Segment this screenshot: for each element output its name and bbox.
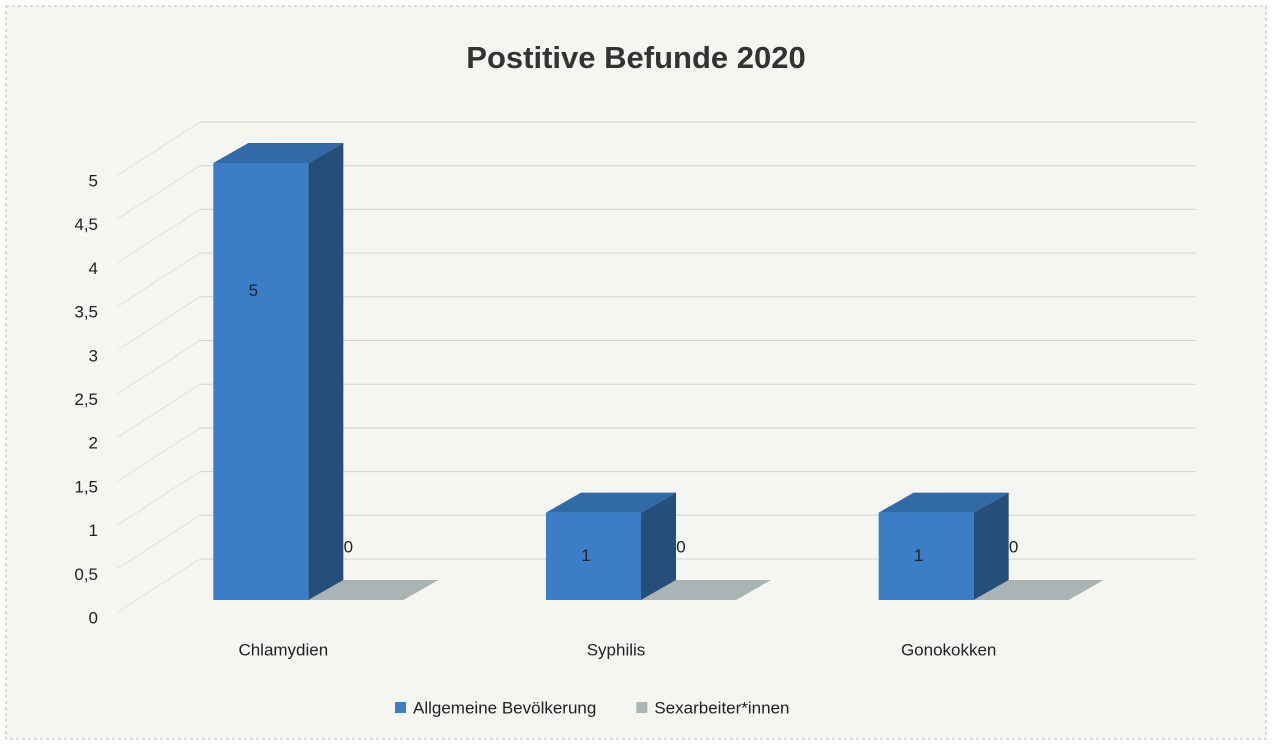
- chart-title: Postitive Befunde 2020: [466, 40, 805, 75]
- bar-floor: [973, 580, 1104, 600]
- y-tick-label: 1: [89, 521, 98, 540]
- y-tick-label: 2: [89, 434, 98, 453]
- bar: [213, 163, 309, 600]
- x-tick-label: Gonokokken: [901, 640, 996, 659]
- bar-side: [308, 143, 344, 600]
- value-label: 0: [344, 537, 353, 556]
- grid-skew: [117, 165, 201, 220]
- grid-skew: [117, 427, 201, 482]
- grid-skew: [117, 514, 201, 569]
- grid-skew: [117, 296, 201, 351]
- legend-swatch: [636, 702, 648, 713]
- legend-swatch: [395, 702, 406, 713]
- grid-skew: [117, 471, 201, 526]
- grid-skew: [117, 558, 201, 613]
- bar-top: [546, 492, 676, 513]
- legend-label: Sexarbeiter*innen: [654, 698, 789, 717]
- y-tick-label: 3: [89, 346, 98, 365]
- value-label: 1: [581, 546, 590, 565]
- bar: [546, 512, 641, 600]
- chart-frame: [5, 5, 1267, 740]
- x-tick-label: Chlamydien: [238, 640, 328, 659]
- grid-skew: [117, 383, 201, 438]
- grid-skew: [117, 340, 201, 394]
- bar-floor: [308, 580, 439, 600]
- value-label: 5: [249, 281, 258, 300]
- legend-label: Allgemeine Bevölkerung: [413, 698, 596, 717]
- bar-side: [973, 492, 1009, 600]
- grid-skew: [117, 252, 201, 307]
- grid-skew: [117, 121, 201, 176]
- y-tick-label: 1,5: [74, 477, 98, 496]
- y-tick-label: 0,5: [74, 565, 98, 584]
- value-label: 0: [676, 537, 685, 556]
- y-tick-label: 0: [89, 608, 98, 627]
- y-tick-label: 5: [89, 171, 98, 190]
- bar-floor: [641, 580, 771, 600]
- bar-top: [878, 492, 1009, 513]
- value-label: 1: [914, 546, 923, 565]
- bar: [878, 512, 974, 600]
- y-tick-label: 3,5: [74, 303, 98, 322]
- bar-side: [641, 492, 676, 600]
- x-tick-label: Syphilis: [587, 640, 646, 659]
- bar-top: [213, 143, 344, 163]
- y-tick-label: 2,5: [74, 390, 98, 409]
- y-tick-label: 4: [89, 259, 98, 278]
- y-tick-label: 4,5: [74, 215, 98, 234]
- grid-skew: [117, 208, 201, 263]
- value-label: 0: [1009, 537, 1018, 556]
